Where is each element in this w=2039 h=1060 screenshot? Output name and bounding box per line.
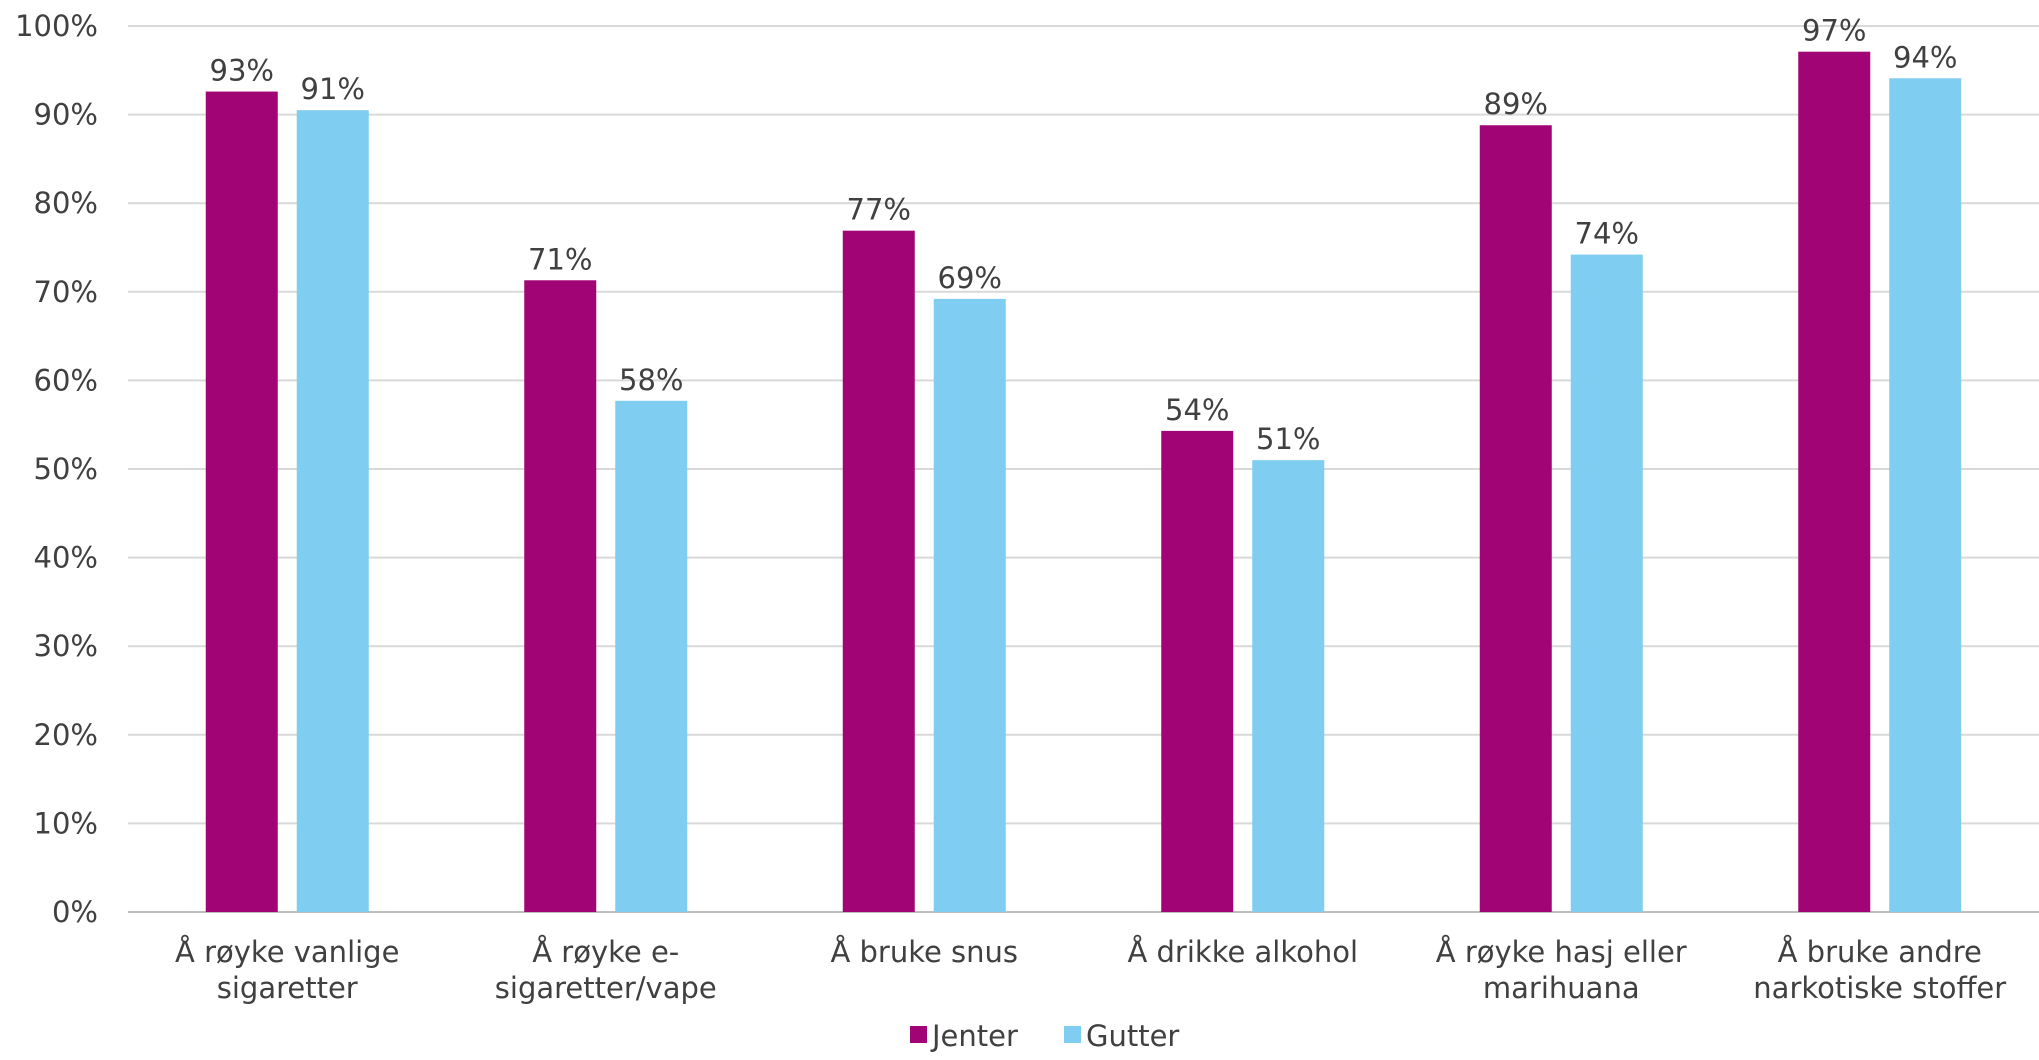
legend: Jenter Gutter xyxy=(910,1019,1179,1053)
y-tick-label: 100% xyxy=(15,9,98,43)
data-label: 74% xyxy=(1575,217,1639,251)
x-axis-categories: Å røyke vanlige sigaretter Å røyke e-sigar… xyxy=(175,935,2006,1005)
data-label: 71% xyxy=(528,242,592,276)
data-label: 91% xyxy=(301,72,365,106)
y-tick-label: 0% xyxy=(52,895,98,929)
bar-jenter xyxy=(524,280,597,913)
y-tick-label: 80% xyxy=(34,186,98,220)
data-labels: 93% 91% 71% 58% 77% 69% 54% 51% 89% 74% 97% 94% xyxy=(210,14,1958,456)
data-label: 54% xyxy=(1165,393,1229,427)
x-category-label: Å bruke andre narkotiske stoffer xyxy=(1753,935,2006,1005)
data-label: 93% xyxy=(210,54,274,88)
data-label: 58% xyxy=(619,363,683,397)
bar-jenter xyxy=(842,230,915,912)
y-tick-label: 60% xyxy=(34,363,98,397)
y-tick-label: 40% xyxy=(34,541,98,575)
bar-gutter xyxy=(615,400,688,912)
data-label: 69% xyxy=(938,261,1002,295)
legend-swatch xyxy=(910,1026,927,1043)
legend-label: Gutter xyxy=(1086,1019,1179,1053)
bar-gutter xyxy=(1252,460,1325,912)
x-category-label: Å røyke vanlige sigaretter xyxy=(175,935,399,1005)
x-category-label: Å røyke hasj eller marihuana xyxy=(1436,935,1687,1005)
x-category-label: Å røyke e-sigaretter/vape xyxy=(495,935,717,1005)
x-category-label: Å bruke snus xyxy=(830,935,1018,969)
bar-gutter xyxy=(1570,254,1643,912)
bar-jenter xyxy=(1479,125,1552,913)
y-tick-label: 50% xyxy=(34,452,98,486)
y-tick-label: 30% xyxy=(34,629,98,663)
y-tick-label: 70% xyxy=(34,275,98,309)
data-label: 77% xyxy=(847,193,911,227)
data-label: 94% xyxy=(1893,40,1957,74)
bar-gutter xyxy=(296,110,369,913)
data-label: 89% xyxy=(1484,87,1548,121)
bar-jenter xyxy=(1161,430,1234,912)
y-axis-ticks: 0% 10% 20% 30% 40% 50% 60% 70% 80% 90% 100% xyxy=(15,9,98,929)
legend-swatch xyxy=(1064,1026,1081,1043)
legend-label: Jenter xyxy=(930,1019,1018,1053)
gridlines xyxy=(128,25,2039,913)
bars xyxy=(205,51,1962,913)
x-category-label: Å drikke alkohol xyxy=(1127,935,1358,969)
y-tick-label: 10% xyxy=(34,806,98,840)
bar-jenter xyxy=(1798,51,1871,913)
data-label: 97% xyxy=(1802,14,1866,48)
data-label: 51% xyxy=(1256,422,1320,456)
bar-jenter xyxy=(205,91,278,912)
y-tick-label: 20% xyxy=(34,718,98,752)
bar-gutter xyxy=(1889,78,1962,913)
bar-gutter xyxy=(933,298,1006,912)
y-tick-label: 90% xyxy=(34,98,98,132)
